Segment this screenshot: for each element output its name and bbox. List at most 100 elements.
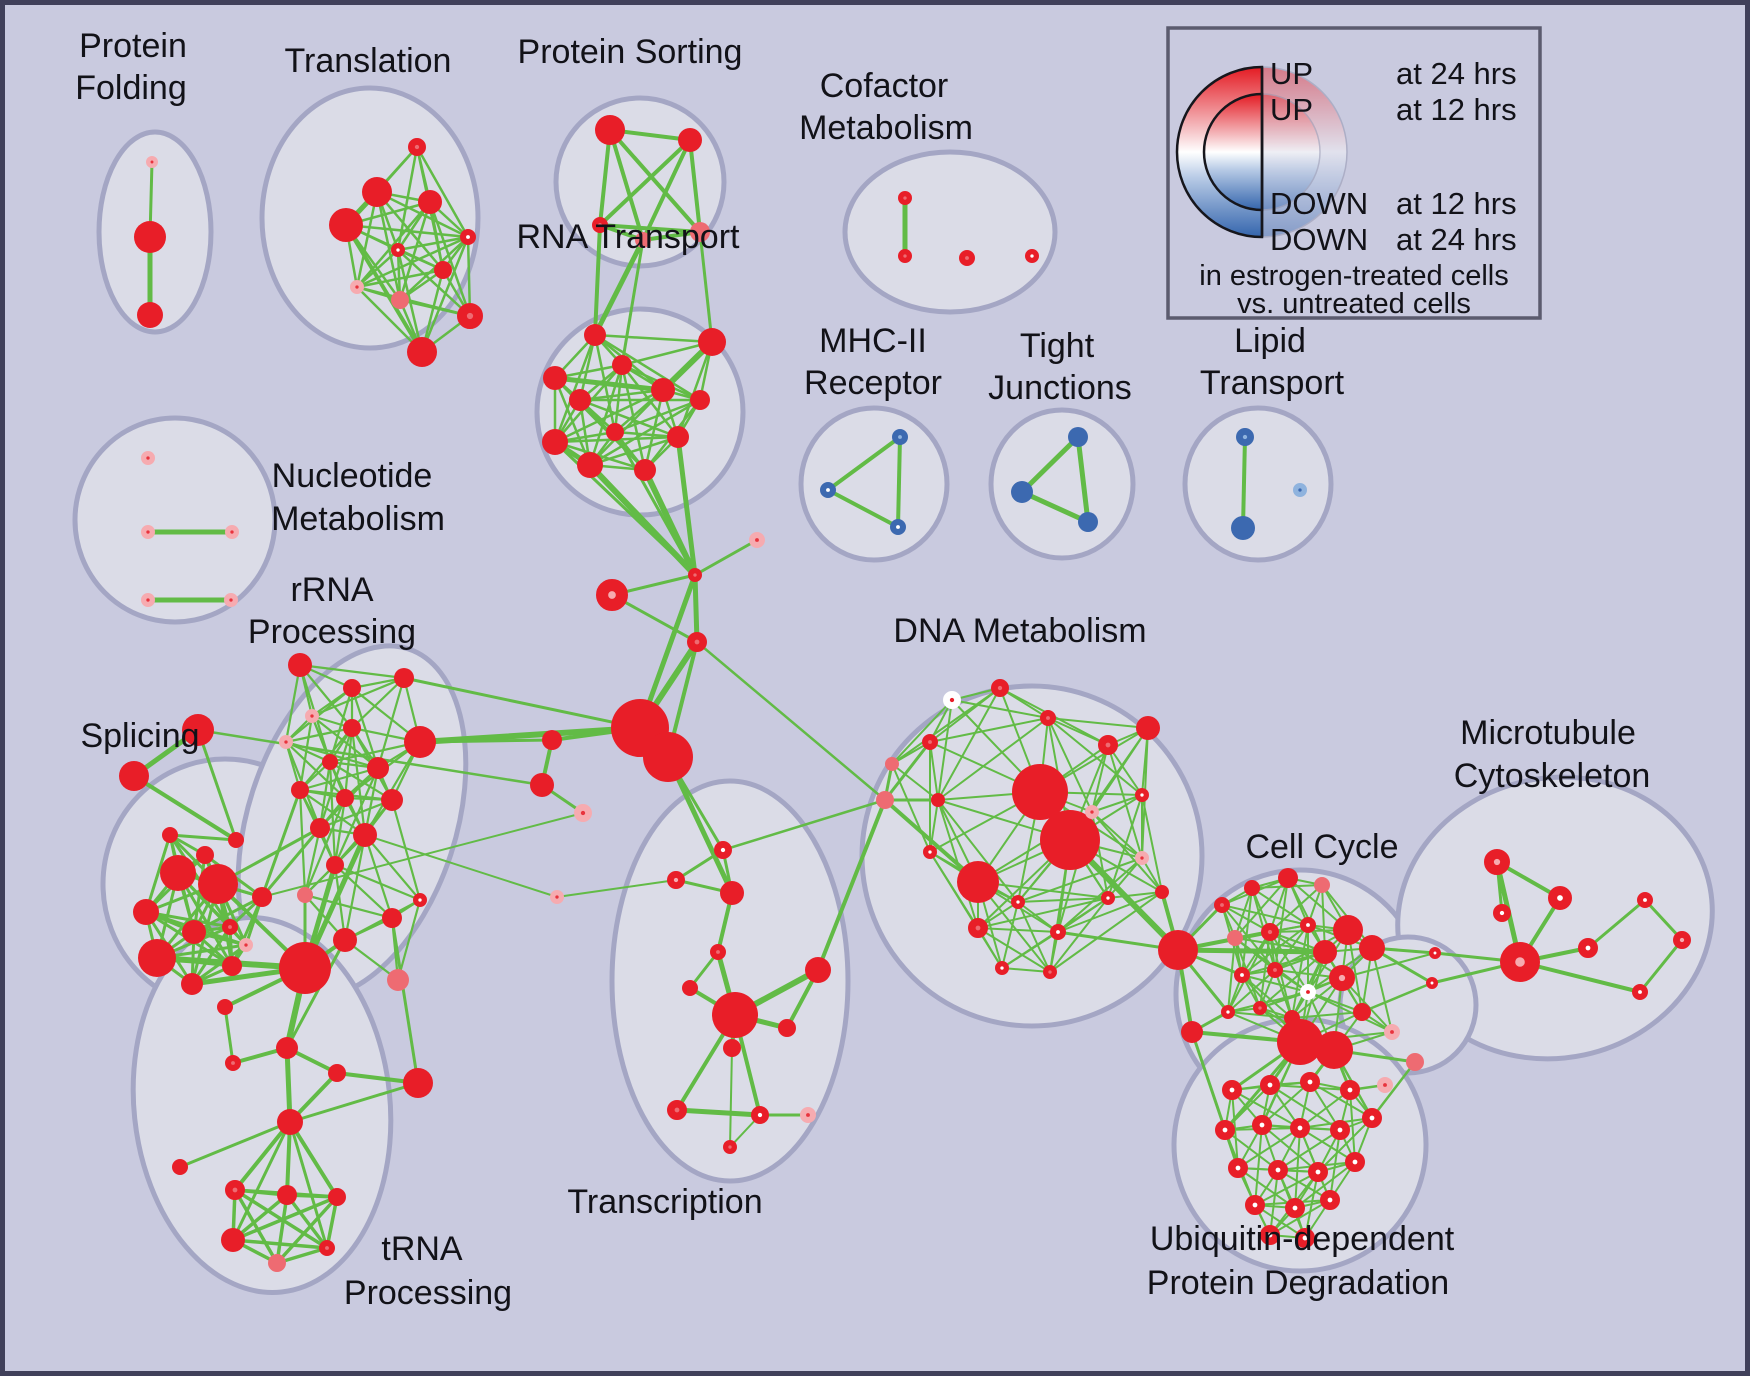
edge-sorting-clique bbox=[598, 223, 702, 234]
edge-translation-clique bbox=[355, 190, 379, 289]
node-sp1 bbox=[160, 855, 196, 891]
node-q9 bbox=[778, 1019, 796, 1037]
edge-rrna-clique bbox=[284, 686, 354, 744]
edge-rna-clique bbox=[613, 363, 624, 434]
node-mt4 bbox=[1499, 941, 1540, 982]
edge-link bbox=[883, 740, 932, 802]
node-n1 bbox=[141, 451, 156, 466]
node-mt3 bbox=[1493, 903, 1512, 922]
node-d5 bbox=[885, 757, 899, 771]
node-q2 bbox=[666, 870, 685, 889]
node-u5 bbox=[1215, 1120, 1236, 1141]
node-t6 bbox=[391, 243, 406, 258]
cluster-label-nucleotide-metabolism: Nucleotide bbox=[272, 457, 433, 495]
node-rr7 bbox=[404, 726, 436, 758]
node-rr13 bbox=[310, 818, 330, 838]
edge-cellcycle-clique bbox=[1287, 877, 1326, 953]
edge-rna-clique bbox=[593, 333, 702, 402]
node-u17 bbox=[1260, 1225, 1281, 1246]
node-mt5 bbox=[1429, 947, 1442, 960]
node-d3 bbox=[1040, 709, 1057, 726]
node-e2 bbox=[530, 773, 554, 797]
edge-dna-clique bbox=[937, 687, 1001, 801]
node-t9 bbox=[391, 291, 409, 309]
legend-time-3: at 24 hrs bbox=[1396, 222, 1517, 257]
edge-cellcycle-clique bbox=[1269, 931, 1343, 979]
node-rr18 bbox=[333, 928, 357, 952]
node-mt1 bbox=[1483, 849, 1510, 876]
node-s5 bbox=[690, 222, 710, 242]
edge-rrna-clique bbox=[396, 898, 422, 982]
edge-cellcycle-clique bbox=[1371, 947, 1393, 1033]
node-CB3 bbox=[1313, 940, 1337, 964]
node-d2 bbox=[990, 678, 1009, 697]
cluster-label-ubiquitin-degradation: Ubiquitin-dependent bbox=[1150, 1220, 1455, 1258]
cluster-label-trna-processing: tRNA bbox=[381, 1230, 463, 1268]
node-q4 bbox=[549, 889, 564, 904]
node-n2 bbox=[141, 524, 156, 539]
node-CCD1 bbox=[1277, 1019, 1323, 1065]
edge-cellcycle-clique bbox=[1251, 887, 1309, 926]
edge-trna-hex-clique bbox=[275, 1195, 339, 1265]
node-q1 bbox=[713, 840, 732, 859]
edge-dna-clique bbox=[1141, 794, 1163, 893]
node-q13 bbox=[799, 1107, 816, 1124]
node-pr1 bbox=[748, 531, 765, 548]
edge-rna-clique bbox=[553, 388, 665, 444]
node-t10 bbox=[457, 303, 484, 330]
edge-sorting-clique bbox=[641, 138, 692, 242]
edge-link bbox=[231, 1120, 292, 1242]
edge-splicing-clique bbox=[144, 910, 232, 929]
edge-rrna-clique bbox=[298, 714, 314, 792]
edge-link bbox=[675, 434, 698, 578]
edge-splicing-clique bbox=[190, 925, 232, 986]
cluster-label-rrna-processing: rRNA bbox=[290, 571, 373, 609]
cluster-label-rna-transport: RNA Transport bbox=[517, 218, 741, 256]
edge-link bbox=[593, 223, 602, 337]
edge-dna-clique bbox=[937, 717, 1049, 801]
edge-link bbox=[729, 1047, 733, 1148]
edge-link bbox=[695, 640, 887, 802]
node-k3 bbox=[686, 631, 707, 652]
node-g1 bbox=[1068, 427, 1088, 447]
edge-dna-clique bbox=[1107, 744, 1143, 796]
edge-dna-clique bbox=[891, 763, 939, 801]
edge-link bbox=[1518, 960, 1642, 994]
edge-cellcycle-clique bbox=[1241, 951, 1326, 976]
node-d16 bbox=[1043, 964, 1058, 979]
edge-cellcycle-clique bbox=[1274, 924, 1309, 971]
node-q3 bbox=[720, 881, 744, 905]
node-pfc bbox=[137, 302, 163, 328]
node-d0 bbox=[876, 791, 894, 809]
node-u8 bbox=[1330, 1120, 1351, 1141]
edge-link bbox=[417, 725, 643, 745]
edge-rrna-clique bbox=[343, 726, 354, 800]
node-r12 bbox=[634, 459, 656, 481]
node-n3 bbox=[225, 524, 240, 539]
node-d6 bbox=[1098, 734, 1119, 755]
edge-translation-clique bbox=[398, 235, 470, 302]
node-cc12 bbox=[1253, 1000, 1268, 1015]
node-rr3 bbox=[394, 668, 414, 688]
edge-rna-clique bbox=[620, 340, 714, 367]
edge-link bbox=[288, 1120, 329, 1250]
edge-rrna-clique bbox=[333, 863, 394, 920]
legend-time-0: at 24 hrs bbox=[1396, 56, 1517, 91]
node-cc1 bbox=[1214, 896, 1231, 913]
edge-splicing-clique bbox=[144, 833, 172, 914]
edge-dna-clique bbox=[1091, 744, 1109, 813]
edge-translation-clique bbox=[396, 235, 470, 252]
node-trC bbox=[277, 1109, 303, 1135]
cluster-mhc-ii-receptor bbox=[798, 405, 950, 563]
edge-rrna-clique bbox=[298, 663, 406, 680]
node-t7 bbox=[434, 261, 452, 279]
node-uP2 bbox=[1406, 1053, 1424, 1071]
node-sp10 bbox=[196, 846, 214, 864]
node-s3 bbox=[591, 216, 608, 233]
edge-dna-clique bbox=[1001, 901, 1019, 969]
edge-link bbox=[1241, 435, 1247, 530]
node-RPb bbox=[1328, 965, 1355, 992]
edge-ubiquitin-clique bbox=[1269, 1199, 1331, 1236]
edge-link bbox=[418, 738, 554, 744]
edge-link bbox=[1019, 434, 1081, 495]
